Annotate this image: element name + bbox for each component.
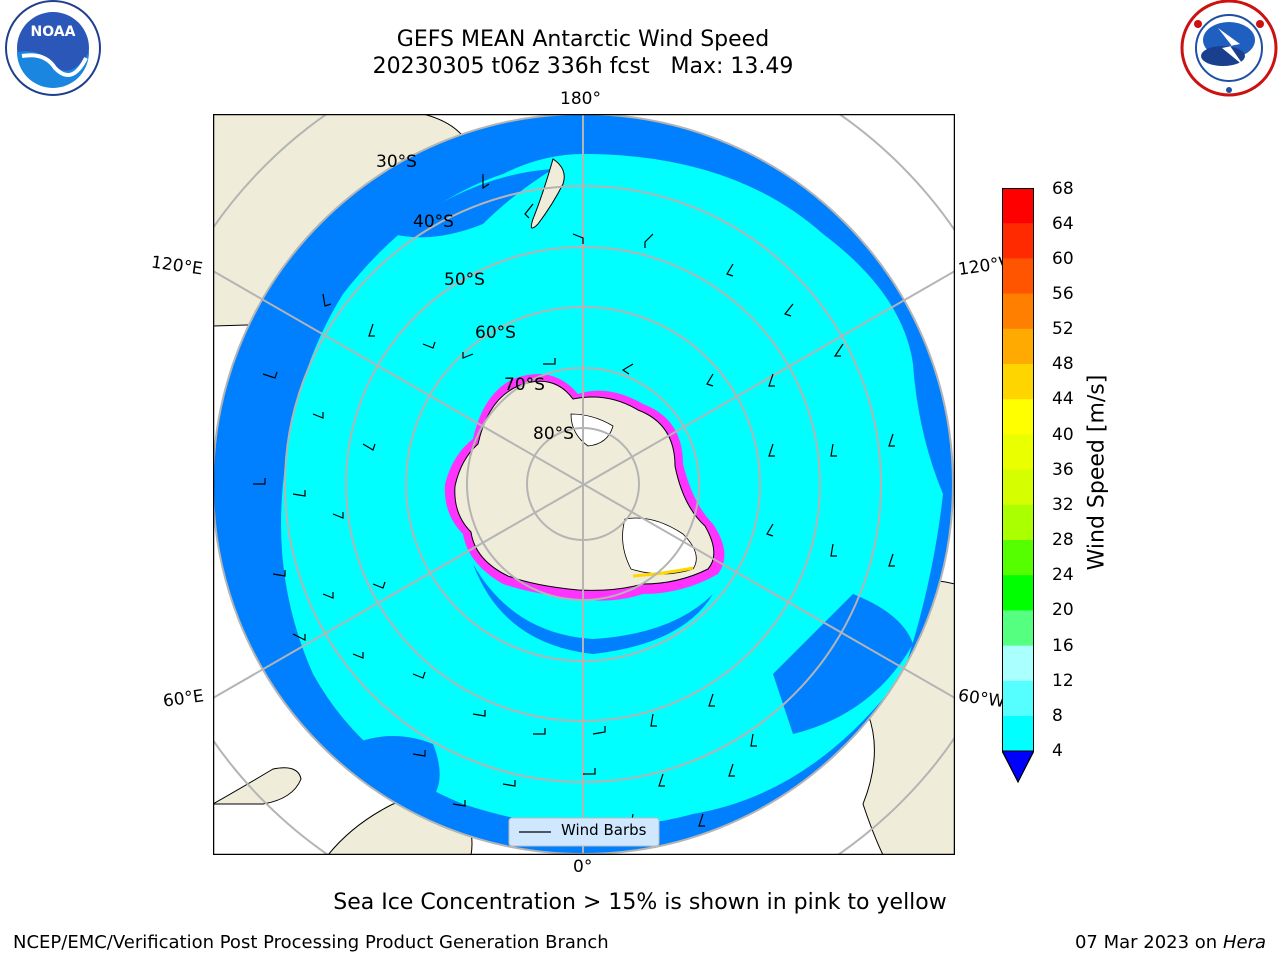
nws-logo (1178, 0, 1280, 100)
colorbar-segment (1002, 188, 1034, 224)
polar-map (212, 113, 956, 856)
lon-label-60w: 60°W (956, 685, 1007, 713)
cb-tick-24: 24 (1052, 565, 1074, 585)
colorbar-segment (1002, 434, 1034, 471)
colorbar-segment (1002, 364, 1034, 400)
colorbar-ticks: 68 64 60 56 52 48 44 40 36 32 28 24 20 1… (1040, 0, 1100, 960)
cb-tick-28: 28 (1052, 530, 1074, 550)
colorbar-segment (1002, 504, 1034, 541)
chart-title-line1: GEFS MEAN Antarctic Wind Speed (396, 27, 770, 52)
noaa-logo-text: NOAA (31, 24, 76, 40)
cb-tick-64: 64 (1052, 214, 1074, 234)
cb-tick-44: 44 (1052, 389, 1074, 409)
colorbar (1001, 188, 1035, 784)
lon-label-0: 0° (573, 857, 593, 877)
cb-tick-60: 60 (1052, 249, 1074, 269)
lat-label-50s: 50°S (444, 270, 485, 290)
madagascar-land (213, 767, 302, 805)
lon-label-120e: 120°E (149, 252, 204, 280)
colorbar-segment (1002, 610, 1034, 647)
lon-label-180: 180° (560, 89, 601, 109)
colorbar-frame (1002, 188, 1034, 784)
cb-tick-12: 12 (1052, 671, 1074, 691)
cb-tick-8: 8 (1052, 706, 1063, 726)
lat-label-80s: 80°S (533, 424, 574, 444)
footer-date-text: 07 Mar 2023 on (1074, 932, 1218, 953)
colorbar-segment (1002, 575, 1034, 611)
lat-label-60s: 60°S (475, 323, 516, 343)
cb-tick-20: 20 (1052, 600, 1074, 620)
lat-label-70s: 70°S (504, 375, 545, 395)
sea-ice-caption: Sea Ice Concentration > 15% is shown in … (333, 890, 947, 915)
wind-barbs-legend (508, 817, 660, 847)
cb-tick-68: 68 (1052, 179, 1074, 199)
cb-tick-16: 16 (1052, 636, 1074, 656)
lat-label-40s: 40°S (413, 212, 454, 232)
wind-barbs (253, 174, 895, 835)
colorbar-segment (1002, 399, 1034, 435)
cb-tick-40: 40 (1052, 425, 1074, 445)
colorbar-segment (1002, 328, 1034, 365)
cb-tick-36: 36 (1052, 460, 1074, 480)
colorbar-segment (1002, 469, 1034, 506)
colorbar-segment (1002, 223, 1034, 259)
noaa-logo: NOAA (0, 0, 108, 100)
colorbar-segment (1002, 258, 1034, 295)
cb-tick-56: 56 (1052, 284, 1074, 304)
colorbar-segment (1002, 680, 1034, 717)
legend-label: Wind Barbs (561, 821, 647, 839)
footer-date: 07 Mar 2023 on Hera (1075, 932, 1266, 953)
cb-tick-4: 4 (1052, 741, 1063, 761)
colorbar-segment (1002, 645, 1034, 682)
colorbar-extend (1001, 750, 1035, 784)
footer-branch: NCEP/EMC/Verification Post Processing Pr… (13, 932, 609, 953)
chart-title-line2: 20230305 t06z 336h fcst Max: 13.49 (372, 54, 794, 79)
lon-label-60e: 60°E (161, 686, 206, 712)
colorbar-segment (1002, 540, 1034, 576)
colorbar-segment (1002, 293, 1034, 330)
map-panel: Wind Barbs (212, 113, 956, 856)
graticule (213, 114, 955, 855)
colorbar-label: Wind Speed [m/s] (1084, 374, 1110, 571)
cb-tick-32: 32 (1052, 495, 1074, 515)
lat-label-30s: 30°S (376, 152, 417, 172)
colorbar-graphic (1001, 188, 1035, 784)
cb-tick-52: 52 (1052, 319, 1074, 339)
cb-tick-48: 48 (1052, 354, 1074, 374)
colorbar-segment (1002, 716, 1034, 752)
footer-host: Hera (1222, 932, 1266, 953)
new-zealand-land (530, 158, 565, 229)
